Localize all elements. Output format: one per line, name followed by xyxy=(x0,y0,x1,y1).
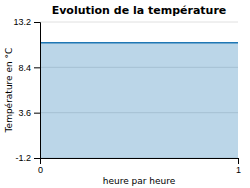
area xyxy=(40,43,238,158)
tick: 0 xyxy=(38,158,43,175)
grid-line xyxy=(40,22,238,23)
tick: 1 xyxy=(236,158,241,175)
chart: 01-1.23.68.413.2Evolution de la températ… xyxy=(0,0,250,188)
x-axis: 01 xyxy=(38,158,241,175)
tick: 8.4 xyxy=(18,63,40,73)
tick-label: 8.4 xyxy=(18,63,31,73)
tick-label: 1 xyxy=(236,165,241,175)
tick-label: 0 xyxy=(38,165,43,175)
tick-mark xyxy=(34,158,40,159)
tick-label: -1.2 xyxy=(15,153,31,163)
title: Evolution de la température xyxy=(52,4,227,17)
tick-mark xyxy=(34,113,40,114)
line xyxy=(40,42,238,44)
tick-mark xyxy=(238,158,239,164)
marks xyxy=(40,43,238,158)
axis-line xyxy=(34,23,41,159)
tick-mark xyxy=(34,22,40,23)
tick: 13.2 xyxy=(13,17,40,27)
y-axis: -1.2 3.6 8.4 13.2 xyxy=(13,17,40,163)
tick: 3.6 xyxy=(18,108,40,118)
y-axis-title: Température en °C xyxy=(4,48,14,134)
axis-line xyxy=(41,159,239,165)
grid xyxy=(40,22,238,158)
x-axis-title: heure par heure xyxy=(103,176,176,186)
tick-label: 3.6 xyxy=(18,108,31,118)
tick: -1.2 xyxy=(15,153,40,163)
tick-mark xyxy=(34,67,40,68)
tick-label: 13.2 xyxy=(13,17,31,27)
plot: 01-1.23.68.413.2 xyxy=(13,17,241,175)
